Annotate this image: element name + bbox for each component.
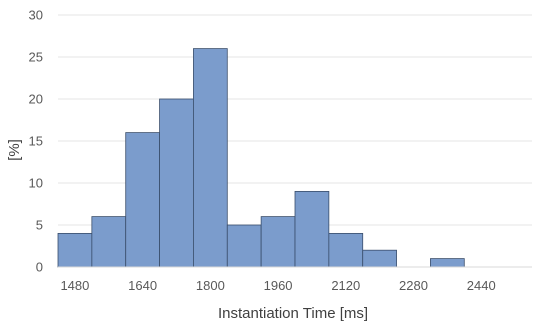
bar-1840-1920 bbox=[226, 224, 262, 268]
bars-group bbox=[57, 48, 465, 268]
bar-1600-1680 bbox=[125, 132, 160, 268]
y-axis-title: [%] bbox=[6, 139, 23, 161]
x-tick-label: 1640 bbox=[128, 278, 157, 293]
y-tick-label: 25 bbox=[29, 50, 43, 65]
bar-1680-1760 bbox=[159, 98, 194, 268]
bar-1920-2000 bbox=[260, 216, 296, 268]
x-axis-title: Instantiation Time [ms] bbox=[218, 305, 368, 322]
bar-2160-2240 bbox=[362, 249, 397, 268]
bar-2000-2080 bbox=[294, 190, 330, 268]
x-tick-label: 2120 bbox=[331, 278, 360, 293]
y-tick-label: 0 bbox=[36, 260, 43, 275]
bar-1520-1600 bbox=[91, 216, 127, 268]
y-tick-label: 15 bbox=[29, 134, 43, 149]
y-tick-label: 20 bbox=[29, 92, 43, 107]
bar-2080-2160 bbox=[328, 232, 364, 268]
x-tick-labels: 1480 1640 1800 1960 2120 2280 2440 bbox=[60, 278, 495, 293]
bar-1440-1520 bbox=[57, 232, 93, 268]
x-tick-label: 2440 bbox=[467, 278, 496, 293]
x-tick-label: 2280 bbox=[399, 278, 428, 293]
y-tick-labels: 0 5 10 15 20 25 30 bbox=[29, 8, 43, 275]
y-tick-label: 10 bbox=[29, 176, 43, 191]
y-tick-label: 5 bbox=[36, 218, 43, 233]
x-tick-label: 1800 bbox=[196, 278, 225, 293]
bar-1760-1840 bbox=[193, 48, 228, 268]
x-tick-label: 1480 bbox=[60, 278, 89, 293]
y-tick-label: 30 bbox=[29, 8, 43, 23]
x-tick-label: 1960 bbox=[264, 278, 293, 293]
bar-2320-2400 bbox=[430, 258, 465, 268]
